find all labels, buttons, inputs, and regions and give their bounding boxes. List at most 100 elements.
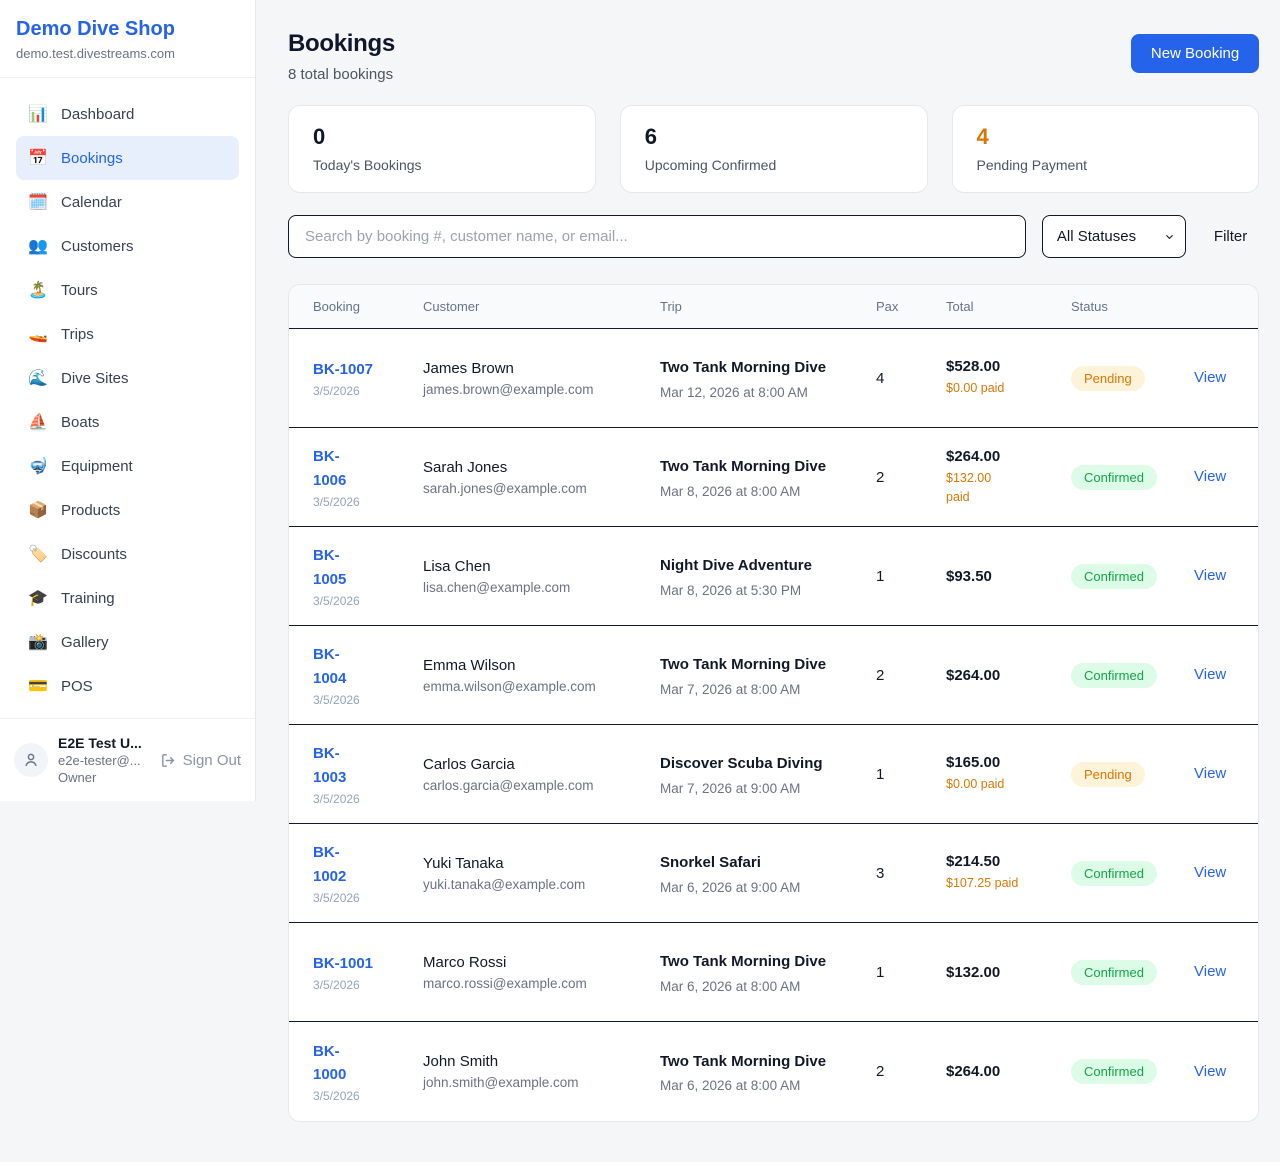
booking-id-link[interactable]: BK- 1005	[313, 547, 347, 588]
stat-value: 0	[313, 124, 326, 149]
customer-name: Lisa Chen	[423, 557, 491, 575]
view-link[interactable]: View	[1194, 369, 1227, 386]
pax-count: 2	[876, 666, 885, 684]
sidebar-item-equipment[interactable]: 🤿 Equipment	[16, 444, 239, 488]
trip-datetime: Mar 12, 2026 at 8:00 AM	[660, 384, 808, 400]
pax-count: 1	[876, 567, 885, 585]
view-link[interactable]: View	[1194, 666, 1227, 683]
sign-out-label: Sign Out	[182, 751, 241, 769]
paid-amount: $132.00 paid	[946, 471, 992, 504]
sidebar-item-calendar[interactable]: 🗓️ Calendar	[16, 180, 239, 224]
user-name: E2E Test U...	[58, 735, 142, 751]
sign-out-button[interactable]: Sign Out	[160, 752, 241, 769]
view-link[interactable]: View	[1194, 468, 1227, 485]
stat-label: Pending Payment	[976, 157, 1088, 173]
table-header-row: Booking Customer Trip Pax Total Status	[289, 285, 1259, 329]
view-link[interactable]: View	[1194, 963, 1227, 980]
status-filter-select[interactable]: All Statuses	[1041, 215, 1186, 258]
page-header: Bookings 8 total bookings New Booking	[288, 30, 1260, 83]
status-badge: Confirmed	[1071, 563, 1157, 589]
pax-count: 2	[876, 468, 885, 486]
trip-datetime: Mar 7, 2026 at 9:00 AM	[660, 780, 801, 796]
bookings-table: Booking Customer Trip Pax Total Status B…	[288, 284, 1260, 1122]
sidebar-item-dashboard[interactable]: 📊 Dashboard	[16, 92, 239, 136]
trip-name: Two Tank Morning Dive	[660, 953, 827, 971]
pax-count: 3	[876, 864, 885, 882]
view-link[interactable]: View	[1194, 864, 1227, 881]
customer-email: carlos.garcia@example.com	[423, 777, 594, 793]
customer-name: Yuki Tanaka	[423, 854, 504, 872]
customer-email: james.brown@example.com	[423, 381, 594, 397]
diving-mask-icon: 🤿	[28, 458, 48, 475]
status-badge: Confirmed	[1071, 860, 1157, 886]
column-header-status: Status	[1071, 299, 1108, 314]
view-link[interactable]: View	[1194, 1062, 1227, 1080]
column-header-trip: Trip	[660, 299, 682, 314]
column-header-customer: Customer	[423, 299, 480, 314]
customer-name: Emma Wilson	[423, 656, 516, 674]
table-row: BK-1007 3/5/2026 James Brown james.brown…	[289, 329, 1259, 428]
customer-email: yuki.tanaka@example.com	[423, 876, 586, 892]
avatar	[14, 743, 48, 777]
user-email: e2e-tester@...	[58, 753, 141, 768]
sidebar-item-label: POS	[61, 677, 93, 695]
sidebar-item-tours[interactable]: 🏝️ Tours	[16, 268, 239, 312]
sidebar-item-training[interactable]: 🎓 Training	[16, 576, 239, 620]
table-row: BK- 1002 3/5/2026 Yuki Tanaka yuki.tanak…	[289, 824, 1259, 923]
trip-name: Snorkel Safari	[660, 854, 761, 872]
sidebar-item-gallery[interactable]: 📸 Gallery	[16, 620, 239, 664]
table-row: BK- 1006 3/5/2026 Sarah Jones sarah.jone…	[289, 428, 1259, 527]
island-icon: 🏝️	[28, 282, 48, 299]
search-input[interactable]	[288, 215, 1026, 258]
sidebar-item-pos[interactable]: 💳 POS	[16, 664, 239, 708]
sidebar-item-label: Trips	[61, 325, 94, 343]
logout-icon	[161, 753, 174, 767]
sidebar-item-dive-sites[interactable]: 🌊 Dive Sites	[16, 356, 239, 400]
credit-card-icon: 💳	[28, 678, 48, 695]
trip-datetime: Mar 6, 2026 at 8:00 AM	[660, 1078, 801, 1094]
sidebar-item-boats[interactable]: ⛵ Boats	[16, 400, 239, 444]
booking-date: 3/5/2026	[313, 890, 360, 905]
booking-id-link[interactable]: BK-1007	[313, 360, 374, 378]
table-body: BK-1007 3/5/2026 James Brown james.brown…	[289, 329, 1259, 1121]
booking-id-link[interactable]: BK- 1004	[313, 646, 347, 687]
sidebar-item-trips[interactable]: 🚤 Trips	[16, 312, 239, 356]
sidebar-item-products[interactable]: 📦 Products	[16, 488, 239, 532]
new-booking-button[interactable]: New Booking	[1130, 34, 1260, 73]
column-header-total: Total	[946, 299, 974, 314]
status-badge: Pending	[1071, 365, 1145, 391]
trip-name: Two Tank Morning Dive	[660, 656, 827, 674]
trip-datetime: Mar 6, 2026 at 9:00 AM	[660, 879, 801, 895]
total-amount: $165.00	[946, 754, 1001, 772]
sidebar-item-discounts[interactable]: 🏷️ Discounts	[16, 532, 239, 576]
booking-id-link[interactable]: BK- 1002	[313, 844, 347, 885]
status-badge: Confirmed	[1071, 1059, 1157, 1084]
booking-id-link[interactable]: BK- 1006	[313, 448, 347, 489]
sidebar-item-bookings[interactable]: 📅 Bookings	[16, 136, 239, 180]
table-row: BK- 1000 3/5/2026 John Smith john.smith@…	[289, 1022, 1259, 1121]
customer-name: James Brown	[423, 359, 514, 377]
spiral-calendar-icon: 🗓️	[28, 194, 48, 211]
sidebar-item-customers[interactable]: 👥 Customers	[16, 224, 239, 268]
customer-email: marco.rossi@example.com	[423, 975, 587, 991]
person-icon	[25, 753, 37, 766]
sidebar-item-label: Training	[61, 589, 115, 607]
booking-id-link[interactable]: BK- 1000	[313, 1042, 347, 1083]
pax-count: 2	[876, 1063, 885, 1080]
stat-todays-bookings: 0 Today's Bookings	[288, 105, 596, 193]
status-badge: Pending	[1071, 761, 1145, 787]
total-amount: $264.00	[946, 666, 1001, 684]
sidebar-item-label: Calendar	[61, 193, 122, 211]
filter-button[interactable]: Filter	[1202, 228, 1259, 245]
view-link[interactable]: View	[1194, 567, 1227, 584]
view-link[interactable]: View	[1194, 765, 1227, 782]
booking-id-link[interactable]: BK- 1003	[313, 745, 347, 786]
main-content: Bookings 8 total bookings New Booking 0 …	[256, 0, 1280, 1150]
sidebar-item-label: Bookings	[61, 149, 123, 167]
trip-name: Discover Scuba Diving	[660, 755, 823, 773]
wave-icon: 🌊	[28, 370, 48, 387]
sidebar-item-label: Dashboard	[61, 105, 135, 123]
customer-name: Marco Rossi	[423, 953, 507, 971]
booking-id-link[interactable]: BK-1001	[313, 954, 374, 972]
sidebar-item-label: Dive Sites	[61, 369, 129, 387]
